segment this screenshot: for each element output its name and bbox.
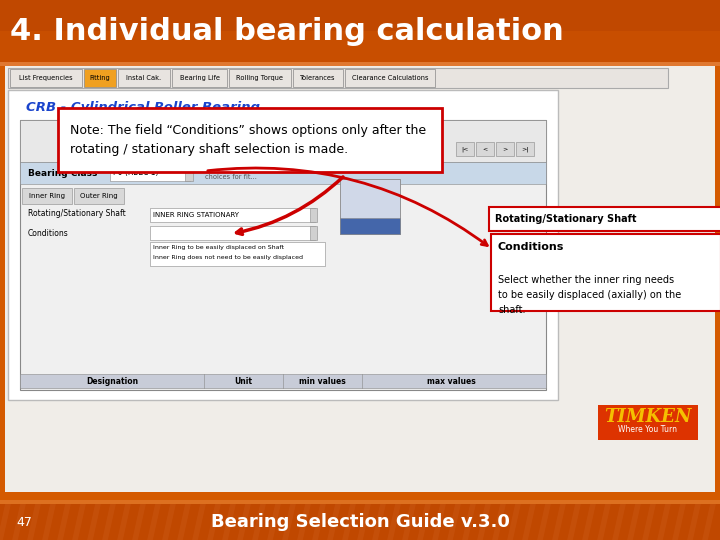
Bar — [172, 69, 227, 87]
Text: min values: min values — [299, 376, 346, 386]
Text: Inner Ring does not need to be easily displaced: Inner Ring does not need to be easily di… — [153, 255, 303, 260]
Text: Designation: Designation — [86, 376, 138, 386]
Text: >: > — [503, 146, 508, 152]
Text: max values: max values — [427, 376, 476, 386]
Text: 17.000 x 40.000 x 12.000: 17.000 x 40.000 x 12.000 — [166, 144, 274, 152]
Bar — [0, 500, 720, 504]
Text: |<: |< — [462, 146, 469, 152]
Text: Select whether the inner ring needs
to be easily displaced (axially) on the
shaf: Select whether the inner ring needs to b… — [498, 275, 681, 315]
Text: Where You Turn: Where You Turn — [618, 426, 678, 435]
Bar — [229, 69, 291, 87]
Bar — [84, 69, 116, 87]
Bar — [8, 68, 668, 88]
Text: Note: The field “Conditions” shows options only after the
rotating / stationary : Note: The field “Conditions” shows optio… — [70, 124, 426, 156]
Bar — [20, 120, 546, 162]
Text: Unit: Unit — [235, 376, 253, 386]
Text: Rotating/Stationary Shaft: Rotating/Stationary Shaft — [28, 210, 126, 219]
FancyBboxPatch shape — [489, 207, 720, 231]
Bar — [0, 31, 720, 62]
Bar — [74, 188, 124, 204]
Bar — [0, 62, 720, 66]
Bar — [496, 142, 514, 156]
FancyBboxPatch shape — [491, 234, 720, 311]
Bar — [598, 405, 698, 440]
Bar — [150, 226, 315, 240]
Text: Rolling Torque: Rolling Torque — [236, 75, 284, 81]
Text: Conditions: Conditions — [28, 228, 68, 238]
Bar — [8, 90, 558, 400]
Text: Inner Ring to be easily displaced on Shaft: Inner Ring to be easily displaced on Sha… — [153, 246, 284, 251]
Bar — [20, 374, 546, 388]
Text: >|: >| — [521, 146, 528, 152]
Text: Bearing Selection Guide v.3.0: Bearing Selection Guide v.3.0 — [210, 513, 510, 531]
Text: 47: 47 — [16, 516, 32, 529]
Text: TIMKEN: TIMKEN — [604, 408, 692, 426]
Bar — [516, 142, 534, 156]
Bar — [293, 69, 343, 87]
Bar — [340, 179, 400, 234]
Text: NU203E.TVP: NU203E.TVP — [171, 128, 269, 142]
Bar — [0, 0, 720, 62]
Bar — [340, 218, 400, 234]
Text: Conditions: Conditions — [498, 242, 564, 252]
Bar — [110, 166, 190, 181]
Bar — [0, 504, 720, 540]
Bar — [345, 69, 435, 87]
Text: Bearing Class: Bearing Class — [28, 168, 97, 178]
Text: Clearance Calculations: Clearance Calculations — [352, 75, 428, 81]
Bar — [150, 242, 325, 266]
Bar — [20, 120, 546, 390]
Bar — [476, 142, 494, 156]
Text: Outer Ring: Outer Ring — [80, 193, 118, 199]
Text: Changing the bearing class may change option
choices for fit...: Changing the bearing class may change op… — [205, 166, 364, 180]
Text: Fitting: Fitting — [89, 75, 110, 81]
Bar — [22, 188, 72, 204]
Text: P0 (RBEC 1): P0 (RBEC 1) — [113, 168, 158, 178]
Text: <: < — [482, 146, 487, 152]
Bar — [310, 208, 317, 222]
Text: 4. Individual bearing calculation: 4. Individual bearing calculation — [10, 17, 564, 45]
Bar — [310, 226, 317, 240]
Text: List Frequencies: List Frequencies — [19, 75, 73, 81]
Bar — [118, 69, 170, 87]
Text: CRB - Cylindrical Roller Bearing: CRB - Cylindrical Roller Bearing — [26, 102, 260, 114]
Text: Bearing Life: Bearing Life — [179, 75, 220, 81]
Text: Instal Cak.: Instal Cak. — [127, 75, 161, 81]
Bar — [5, 66, 715, 492]
Text: Inner Ring: Inner Ring — [29, 193, 65, 199]
Bar — [185, 166, 193, 181]
Bar — [20, 162, 546, 184]
Text: INNER RING STATIONARY: INNER RING STATIONARY — [153, 212, 239, 218]
Text: Rotating/Stationary Shaft: Rotating/Stationary Shaft — [495, 214, 636, 224]
Bar — [150, 208, 315, 222]
Bar — [10, 69, 82, 87]
Text: Tolerances: Tolerances — [300, 75, 336, 81]
FancyBboxPatch shape — [58, 108, 442, 172]
Bar — [456, 142, 474, 156]
